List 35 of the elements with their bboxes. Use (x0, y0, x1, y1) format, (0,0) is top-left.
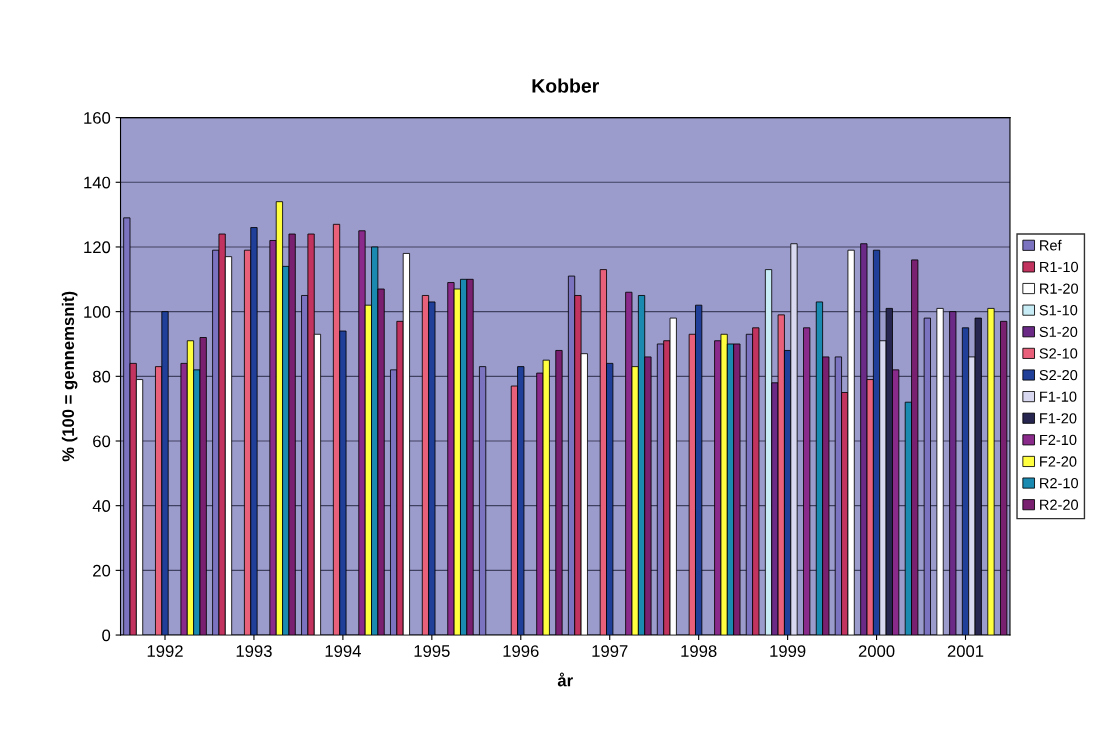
legend-label: R2-20 (1040, 499, 1079, 510)
legend-label: R1-10 (1040, 261, 1079, 273)
legend-label: Ref (1040, 239, 1062, 251)
y-tick-label: 100 (84, 306, 111, 318)
x-tick-label: 1992 (147, 645, 183, 657)
legend-label: S1-10 (1039, 305, 1078, 316)
y-tick-label: 140 (84, 176, 111, 189)
x-tick-label: 1997 (592, 645, 628, 657)
legend-label: F1-20 (1040, 413, 1077, 424)
chart-title: Kobber (532, 78, 599, 93)
legend-label: S2-10 (1039, 348, 1078, 359)
legend-label: S1-20 (1039, 326, 1078, 337)
legend-label: R1-20 (1040, 283, 1079, 294)
legend-label: R2-10 (1040, 477, 1079, 489)
y-tick-label: 0 (102, 629, 111, 642)
legend-label: F2-20 (1040, 456, 1077, 467)
y-tick-label: 40 (92, 500, 111, 512)
y-tick-label: 120 (84, 241, 111, 254)
x-tick-label: 2000 (858, 645, 895, 657)
x-tick-label: 1998 (681, 645, 717, 657)
x-tick-label: 1996 (503, 645, 539, 657)
x-tick-label: 1994 (325, 645, 361, 657)
x-tick-label: 1999 (770, 645, 806, 657)
y-tick-label: 80 (92, 370, 111, 383)
y-tick-label: 60 (93, 435, 111, 448)
legend-label: S2-20 (1039, 369, 1078, 381)
y-axis-title: % (100 = gennemsnit) (61, 291, 78, 462)
x-tick-label: 1995 (414, 645, 450, 657)
y-tick-label: 20 (93, 564, 111, 577)
y-tick-label: 160 (84, 112, 111, 124)
x-tick-label: 2001 (947, 645, 984, 657)
x-tick-label: 1993 (236, 645, 272, 657)
x-axis-title: år (557, 672, 573, 687)
legend-label: F1-10 (1040, 391, 1077, 402)
legend-label: F2-10 (1040, 434, 1077, 446)
